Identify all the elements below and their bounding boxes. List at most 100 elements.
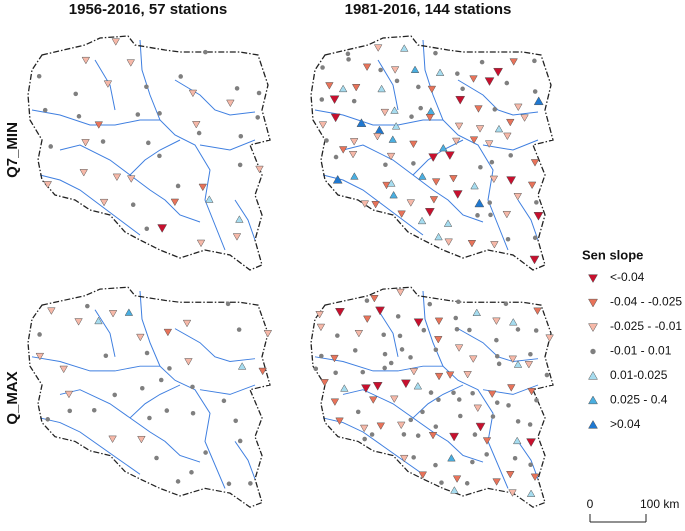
station-marker (335, 308, 345, 317)
station-marker (376, 422, 386, 430)
station-marker (188, 89, 198, 98)
station-marker (474, 198, 485, 208)
station-marker (386, 152, 396, 161)
station-marker (74, 318, 83, 326)
station-marker (126, 59, 136, 67)
station-marker (397, 210, 406, 218)
river (422, 290, 509, 489)
station-marker (170, 198, 180, 207)
station-marker (417, 216, 427, 225)
station-marker (475, 422, 486, 432)
station-marker (456, 397, 462, 402)
legend-label: <-0.04 (610, 270, 645, 284)
station-marker (494, 400, 500, 405)
station-marker (124, 308, 134, 316)
station-marker (520, 114, 529, 122)
river (457, 79, 539, 116)
station-marker (494, 353, 500, 359)
river (199, 139, 256, 151)
station-marker (409, 140, 418, 149)
station-marker (324, 138, 329, 143)
station-marker (529, 255, 540, 265)
station-marker (329, 95, 340, 105)
river (342, 389, 484, 463)
station-marker (375, 306, 385, 316)
station-marker (455, 71, 460, 76)
station-marker (492, 317, 501, 326)
station-marker (363, 315, 372, 324)
station-marker (544, 372, 550, 378)
station-marker (533, 96, 544, 106)
station-marker (401, 432, 407, 437)
station-marker (369, 396, 378, 404)
station-marker (345, 51, 351, 57)
map-panel (310, 35, 554, 271)
station-marker (487, 200, 493, 205)
station-marker (431, 178, 441, 186)
station-marker (338, 84, 348, 93)
station-marker (410, 65, 420, 73)
station-marker (506, 403, 511, 408)
station-marker (390, 106, 399, 114)
river (517, 441, 539, 480)
station-marker (373, 133, 382, 141)
station-marker (203, 450, 208, 455)
station-marker (508, 489, 517, 497)
station-marker (506, 118, 515, 127)
river (139, 290, 226, 489)
station-marker (333, 370, 338, 376)
station-marker (369, 432, 375, 437)
country-border (27, 35, 271, 271)
station-marker (433, 424, 439, 429)
station-marker (400, 379, 411, 389)
station-marker (348, 150, 358, 159)
station-marker (198, 183, 208, 192)
station-marker (508, 355, 518, 364)
station-marker (453, 315, 459, 321)
station-marker (236, 327, 242, 332)
station-marker (108, 435, 117, 444)
station-marker (144, 84, 149, 90)
station-marker (487, 390, 497, 399)
station-marker (449, 432, 460, 442)
station-marker (479, 59, 485, 65)
station-marker (433, 50, 438, 56)
station-marker (420, 409, 425, 415)
station-marker (416, 84, 421, 90)
country-border (27, 286, 271, 508)
legend-title: Sen slope (582, 247, 643, 262)
station-marker (413, 318, 424, 328)
station-marker (400, 44, 409, 52)
station-marker (140, 385, 145, 391)
stations (313, 288, 554, 497)
station-marker (434, 372, 444, 381)
station-marker (390, 395, 399, 404)
station-marker (103, 80, 113, 88)
station-marker (484, 140, 494, 148)
station-marker (370, 295, 379, 303)
river (234, 199, 256, 241)
station-marker (378, 67, 383, 73)
stations (35, 301, 273, 487)
station-marker (433, 462, 438, 468)
station-marker (469, 75, 478, 83)
station-marker (513, 360, 523, 368)
station-marker (408, 355, 413, 360)
station-marker (427, 301, 433, 307)
station-marker (490, 414, 496, 419)
river (342, 144, 484, 223)
station-marker (330, 113, 341, 123)
station-marker (515, 419, 521, 424)
row-label: Q_MAX (4, 371, 21, 424)
river (139, 39, 226, 251)
station-marker (319, 97, 325, 102)
station-marker (418, 471, 428, 479)
station-marker (182, 319, 192, 328)
station-marker (359, 424, 369, 433)
station-marker (81, 139, 90, 147)
station-marker (588, 298, 598, 308)
station-marker (238, 133, 244, 139)
station-marker (164, 408, 170, 413)
station-marker (333, 154, 339, 160)
station-marker (530, 159, 540, 167)
